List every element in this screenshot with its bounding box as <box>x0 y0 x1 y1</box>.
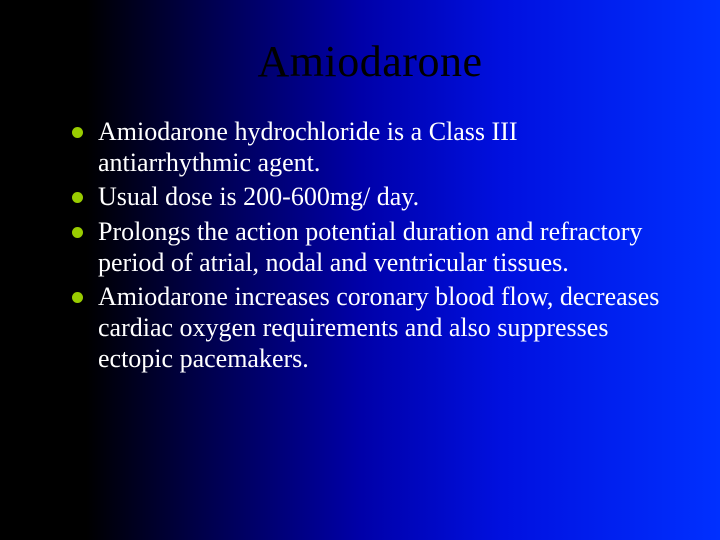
bullet-list: Amiodarone hydrochloride is a Class III … <box>70 117 670 374</box>
slide: Amiodarone Amiodarone hydrochloride is a… <box>0 0 720 540</box>
bullet-item: Amiodarone hydrochloride is a Class III … <box>70 117 670 178</box>
bullet-item: Usual dose is 200-600mg/ day. <box>70 182 670 213</box>
bullet-item: Prolongs the action potential duration a… <box>70 217 670 278</box>
bullet-item: Amiodarone increases coronary blood flow… <box>70 282 670 374</box>
slide-title: Amiodarone <box>70 36 670 87</box>
